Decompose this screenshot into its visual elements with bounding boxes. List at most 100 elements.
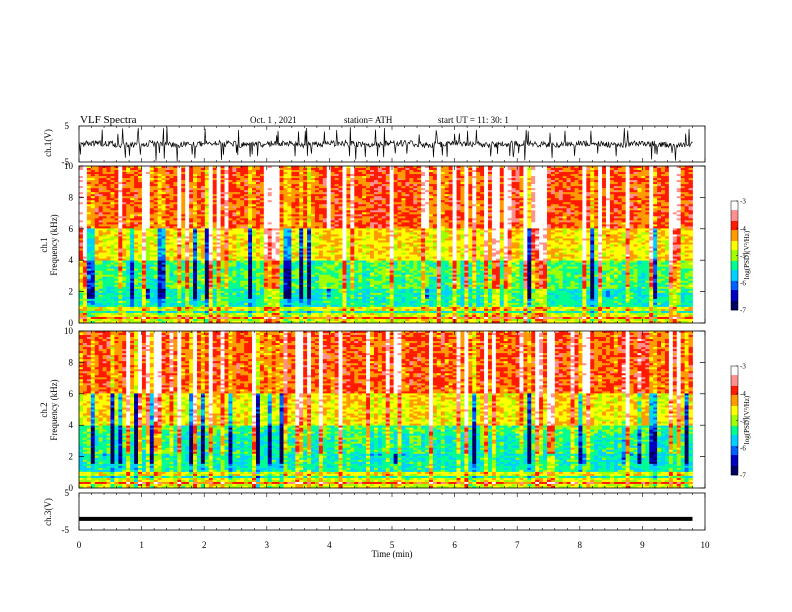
spectrogram-cell (252, 204, 256, 206)
spectrogram-cell (95, 202, 99, 204)
spectrogram-cell (107, 192, 111, 194)
spectrogram-cell (221, 212, 225, 214)
spectrogram-cell (523, 178, 527, 180)
spectrogram-cell (87, 224, 91, 226)
spectrogram-cell (256, 188, 260, 190)
spectrogram-cell (602, 182, 606, 184)
spectrogram-cell (110, 220, 114, 222)
spectrogram-cell (563, 214, 567, 216)
spectrogram-cell (398, 202, 402, 204)
spectrogram-cell (350, 180, 354, 182)
spectrogram-cell (409, 184, 413, 186)
spectrogram-cell (598, 178, 602, 180)
spectrogram-cell (327, 200, 331, 202)
spectrogram-cell (276, 176, 280, 178)
spectrogram-cell (405, 198, 409, 200)
spectrogram-cell (578, 200, 582, 202)
spectrogram-cell (571, 204, 575, 206)
spectrogram-cell (299, 172, 303, 174)
spectrogram-cell (248, 188, 252, 190)
spectrogram-cell (138, 178, 142, 180)
spectrogram-cell (201, 178, 205, 180)
spectrogram-cell (472, 220, 476, 222)
spectrogram-cell (531, 168, 535, 170)
spectrogram-cell (295, 180, 299, 182)
spectrogram-cell (181, 228, 185, 230)
spectrogram-cell (126, 212, 130, 214)
spectrogram-cell (311, 214, 315, 216)
spectrogram-cell (311, 224, 315, 226)
spectrogram-cell (201, 222, 205, 224)
spectrogram-cell (653, 198, 657, 200)
spectrogram-cell (335, 178, 339, 180)
spectrogram-cell (398, 196, 402, 198)
spectrogram-cell (535, 198, 539, 200)
spectrogram-cell (311, 180, 315, 182)
spectrogram-cell (264, 188, 268, 190)
spectrogram-cell (126, 208, 130, 210)
spectrogram-cell (217, 196, 221, 198)
spectrogram-cell (382, 168, 386, 170)
spectrogram-cell (177, 196, 181, 198)
spectrogram-cell (95, 224, 99, 226)
spectrogram-cell (492, 202, 496, 204)
spectrogram-cell (346, 180, 350, 182)
spectrogram-cell (358, 202, 362, 204)
spectrogram-cell (256, 190, 260, 192)
spectrogram-cell (543, 188, 547, 190)
spectrogram-cell (335, 184, 339, 186)
spectrogram-cell (405, 194, 409, 196)
spectrogram-cell (543, 182, 547, 184)
spectrogram-cell (232, 174, 236, 176)
spectrogram-cell (390, 188, 394, 190)
spectrogram-cell (468, 170, 472, 172)
spectrogram-cell (563, 168, 567, 170)
spectrogram-cell (653, 186, 657, 188)
spectrogram-cell (256, 170, 260, 172)
spectrogram-cell (665, 196, 669, 198)
spectrogram-cell (158, 194, 162, 196)
spectrogram-cell (637, 198, 641, 200)
spectrogram-cell (87, 182, 91, 184)
spectrogram-cell (437, 194, 441, 196)
spectrogram-cell (649, 204, 653, 206)
spectrogram-cell (91, 222, 95, 224)
spectrogram-cell (169, 172, 173, 174)
spectrogram-cell (173, 176, 177, 178)
spectrogram-cell (543, 178, 547, 180)
spectrogram-cell (547, 170, 551, 172)
spectrogram-cell (95, 174, 99, 176)
spectrogram-cell (598, 202, 602, 204)
spectrogram-cell (559, 184, 563, 186)
spectrogram-cell (154, 204, 158, 206)
spectrogram-cell (618, 198, 622, 200)
spectrogram-cell (531, 184, 535, 186)
spectrogram-cell (582, 208, 586, 210)
spectrogram-cell (429, 216, 433, 218)
spectrogram-cell (236, 178, 240, 180)
spectrogram-cell (630, 190, 634, 192)
spectrogram-cell (339, 198, 343, 200)
spectrogram-cell (673, 174, 677, 176)
spectrogram-cell (496, 200, 500, 202)
spectrogram-cell (291, 194, 295, 196)
spectrogram-cell (342, 220, 346, 222)
spectrogram-cell (398, 212, 402, 214)
spectrogram-cell (417, 194, 421, 196)
spectrogram-cell (665, 178, 669, 180)
spectrogram-cell (103, 202, 107, 204)
spectrogram-cell (362, 194, 366, 196)
spectrogram-cell (516, 206, 520, 208)
spectrogram-cell (189, 190, 193, 192)
spectrogram-cell (256, 198, 260, 200)
spectrogram-cell (500, 210, 504, 212)
spectrogram-cell (535, 176, 539, 178)
spectrogram-cell (547, 226, 551, 228)
spectrogram-cell (197, 188, 201, 190)
spectrogram-cell (122, 224, 126, 226)
spectrogram-cell (476, 202, 480, 204)
spectrogram-cell (508, 202, 512, 204)
spectrogram-cell (382, 214, 386, 216)
spectrogram-cell (228, 208, 232, 210)
spectrogram-cell (260, 168, 264, 170)
